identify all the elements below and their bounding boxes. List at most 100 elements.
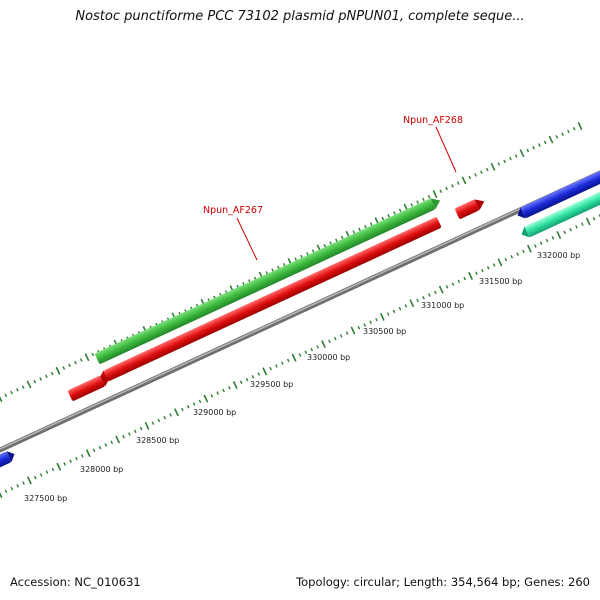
- minor-tick: [393, 211, 396, 215]
- minor-tick: [428, 293, 431, 297]
- minor-tick: [323, 243, 327, 248]
- minor-tick: [4, 393, 8, 398]
- minor-tick: [463, 276, 467, 281]
- major-tick: [262, 367, 268, 376]
- minor-tick: [445, 285, 449, 289]
- minor-tick: [63, 462, 67, 466]
- minor-tick: [364, 224, 367, 229]
- minor-tick: [555, 135, 559, 139]
- major-tick: [85, 449, 91, 458]
- minor-tick: [33, 475, 37, 480]
- gene-left-reverse-small[interactable]: [67, 372, 112, 401]
- minor-tick: [92, 448, 96, 453]
- minor-tick: [335, 238, 338, 243]
- minor-tick: [39, 473, 43, 477]
- minor-tick: [567, 129, 570, 134]
- major-tick: [409, 299, 415, 308]
- minor-tick: [369, 320, 372, 325]
- minor-tick: [369, 222, 373, 226]
- gene-left-blue[interactable]: [0, 449, 17, 476]
- gene-label-Npun_AF267[interactable]: Npun_AF267: [203, 205, 263, 216]
- minor-tick: [163, 415, 167, 420]
- scale-label: 329500 bp: [250, 380, 293, 389]
- minor-tick: [122, 435, 125, 439]
- scale-label: 328000 bp: [80, 465, 123, 474]
- gene-Npun_AF268[interactable]: [454, 196, 486, 219]
- minor-tick: [45, 374, 48, 379]
- minor-tick: [381, 216, 385, 221]
- minor-tick: [16, 484, 19, 488]
- map-title: Nostoc punctiforme PCC 73102 plasmid pNP…: [75, 9, 525, 24]
- minor-tick: [561, 132, 564, 136]
- minor-tick: [110, 440, 114, 444]
- minor-tick: [392, 309, 396, 314]
- major-tick: [232, 381, 238, 389]
- minor-tick: [251, 375, 255, 379]
- minor-tick: [592, 216, 596, 221]
- minor-tick: [352, 230, 356, 234]
- gene-label-Npun_AF268[interactable]: Npun_AF268: [403, 115, 463, 126]
- minor-tick: [445, 186, 448, 191]
- minor-tick: [474, 173, 477, 177]
- minor-tick: [526, 148, 530, 153]
- minor-tick: [128, 432, 131, 436]
- minor-tick: [533, 244, 537, 248]
- gene-right-blue[interactable]: [515, 161, 600, 221]
- minor-tick: [485, 167, 489, 172]
- minor-tick: [316, 345, 319, 349]
- major-tick: [84, 353, 90, 362]
- major-tick: [291, 353, 297, 362]
- minor-tick: [375, 317, 378, 322]
- minor-tick: [486, 266, 490, 270]
- topology-summary: Topology: circular; Length: 354,564 bp; …: [296, 575, 590, 589]
- minor-tick: [300, 254, 303, 259]
- major-tick: [0, 396, 3, 402]
- minor-tick: [539, 241, 543, 245]
- scale-label: 332000 bp: [537, 251, 580, 260]
- major-tick: [174, 408, 179, 417]
- minor-tick: [439, 189, 443, 194]
- minor-tick: [404, 304, 408, 308]
- minor-tick: [169, 413, 172, 417]
- minor-tick: [339, 334, 343, 338]
- minor-tick: [398, 306, 402, 311]
- major-tick: [519, 149, 525, 158]
- major-tick: [461, 176, 467, 185]
- major-tick: [0, 492, 3, 498]
- minor-tick: [333, 336, 337, 341]
- minor-tick: [581, 222, 584, 226]
- minor-tick: [91, 352, 95, 357]
- gene-Npun_AF267-reverse[interactable]: [96, 217, 442, 385]
- minor-tick: [311, 249, 315, 253]
- major-tick: [379, 312, 385, 321]
- minor-tick: [514, 154, 518, 158]
- minor-tick: [492, 263, 496, 267]
- minor-tick: [509, 156, 512, 161]
- minor-tick: [575, 225, 578, 229]
- minor-tick: [239, 380, 243, 384]
- minor-tick: [329, 241, 332, 245]
- gene-right-teal[interactable]: [519, 180, 600, 240]
- minor-tick: [210, 394, 214, 398]
- minor-tick: [310, 347, 314, 352]
- minor-tick: [139, 426, 143, 431]
- minor-tick: [451, 282, 455, 286]
- minor-tick: [157, 418, 161, 423]
- gene-Npun_AF267-forward[interactable]: [94, 195, 442, 364]
- minor-tick: [281, 361, 284, 365]
- major-tick: [468, 271, 474, 280]
- minor-tick: [422, 197, 425, 202]
- minor-tick: [543, 140, 547, 145]
- minor-tick: [275, 364, 278, 368]
- minor-tick: [516, 252, 519, 256]
- minor-tick: [572, 126, 576, 131]
- minor-tick: [569, 227, 572, 232]
- minor-tick: [257, 372, 261, 376]
- minor-tick: [503, 159, 506, 164]
- major-tick: [556, 231, 562, 240]
- minor-tick: [398, 208, 402, 213]
- major-tick: [497, 258, 503, 267]
- callout-line-Npun_AF267: [236, 217, 258, 261]
